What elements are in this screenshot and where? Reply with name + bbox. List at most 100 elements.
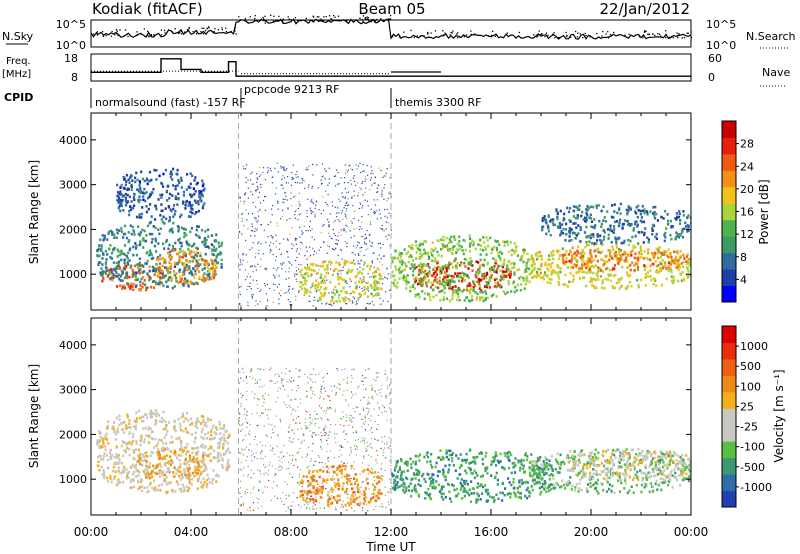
range-cell xyxy=(162,215,165,219)
noise-point xyxy=(256,229,258,231)
noise-point xyxy=(335,392,337,394)
range-cell xyxy=(169,254,172,257)
range-cell xyxy=(425,282,428,285)
noise-point xyxy=(270,241,272,244)
nsearch-point xyxy=(254,14,256,17)
noise-point xyxy=(298,263,300,266)
noise-point xyxy=(328,221,330,223)
noise-point xyxy=(334,424,337,426)
range-cell xyxy=(210,277,213,281)
range-cell xyxy=(601,250,604,253)
range-cell xyxy=(563,253,566,257)
noise-point xyxy=(357,219,360,221)
noise-point xyxy=(279,419,282,421)
range-cell xyxy=(180,179,183,182)
noise-point xyxy=(329,264,332,266)
noise-point xyxy=(287,208,289,210)
range-cell xyxy=(627,207,631,210)
noise-point xyxy=(251,413,253,415)
noise-point xyxy=(384,396,387,398)
range-cell xyxy=(199,254,202,258)
noise-point xyxy=(357,299,359,301)
range-cell xyxy=(599,251,602,255)
range-cell xyxy=(396,257,399,260)
range-cell xyxy=(635,205,638,209)
range-cell xyxy=(184,280,187,283)
noise-point xyxy=(352,205,354,207)
noise-point xyxy=(254,230,256,233)
range-cell xyxy=(168,261,171,265)
nsearch-point xyxy=(364,18,366,20)
range-cell xyxy=(123,264,127,268)
range-cell xyxy=(550,251,553,255)
noise-point xyxy=(308,165,310,167)
noise-point xyxy=(384,184,386,186)
range-cell xyxy=(612,266,615,270)
nsearch-point xyxy=(552,33,554,35)
range-cell xyxy=(125,173,129,177)
noise-point xyxy=(306,506,308,508)
range-cell xyxy=(197,209,201,213)
range-cell xyxy=(195,233,198,237)
nsearch-point xyxy=(164,32,166,34)
noise-point xyxy=(250,450,253,452)
range-cell xyxy=(113,236,116,239)
range-cell xyxy=(461,290,464,293)
range-cell xyxy=(655,268,659,272)
range-cell xyxy=(611,257,614,260)
noise-point xyxy=(280,468,282,471)
range-cell xyxy=(111,278,114,282)
noise-point xyxy=(288,426,290,429)
range-cell xyxy=(405,280,408,283)
range-cell xyxy=(131,435,135,439)
noise-point xyxy=(287,431,289,433)
noise-point xyxy=(360,260,362,262)
nsearch-point xyxy=(186,28,189,31)
nsearch-point xyxy=(642,35,645,37)
noise-point xyxy=(348,419,351,421)
range-cell xyxy=(685,262,688,266)
range-cell xyxy=(592,271,595,275)
range-cell xyxy=(429,298,432,302)
range-cell xyxy=(586,260,589,263)
noise-point xyxy=(294,181,297,184)
noise-point xyxy=(389,289,391,292)
noise-point xyxy=(365,282,367,284)
range-cell xyxy=(615,238,618,241)
range-cell xyxy=(582,254,585,258)
noise-point xyxy=(313,239,315,241)
range-cell xyxy=(585,217,588,221)
range-cell xyxy=(159,227,162,230)
range-cell xyxy=(445,272,448,276)
noise-point xyxy=(298,476,301,478)
nsearch-point xyxy=(226,32,229,34)
range-cell xyxy=(193,179,196,182)
range-cell xyxy=(608,253,612,256)
range-cell xyxy=(183,266,186,270)
range-cell xyxy=(211,268,215,272)
noise-point xyxy=(277,208,279,210)
range-cell xyxy=(589,205,593,209)
range-cell xyxy=(556,264,559,268)
range-cell xyxy=(443,291,446,295)
noise-point xyxy=(317,265,319,267)
range-cell xyxy=(682,278,685,282)
noise-point xyxy=(288,288,290,290)
noise-point xyxy=(328,167,330,169)
noise-point xyxy=(333,456,336,459)
nsearch-point xyxy=(110,35,113,37)
noise-point xyxy=(386,379,388,381)
noise-point xyxy=(274,426,276,428)
range-cell xyxy=(572,215,575,218)
range-cell xyxy=(148,170,152,174)
noise-point xyxy=(365,388,367,390)
noise-point xyxy=(320,183,323,185)
noise-point xyxy=(301,233,303,235)
noise-point xyxy=(350,447,352,449)
noise-point xyxy=(299,447,301,450)
range-cell xyxy=(113,233,116,237)
range-cell xyxy=(152,286,156,290)
range-cell xyxy=(439,272,442,275)
range-cell xyxy=(211,274,214,277)
range-cell xyxy=(446,280,449,283)
